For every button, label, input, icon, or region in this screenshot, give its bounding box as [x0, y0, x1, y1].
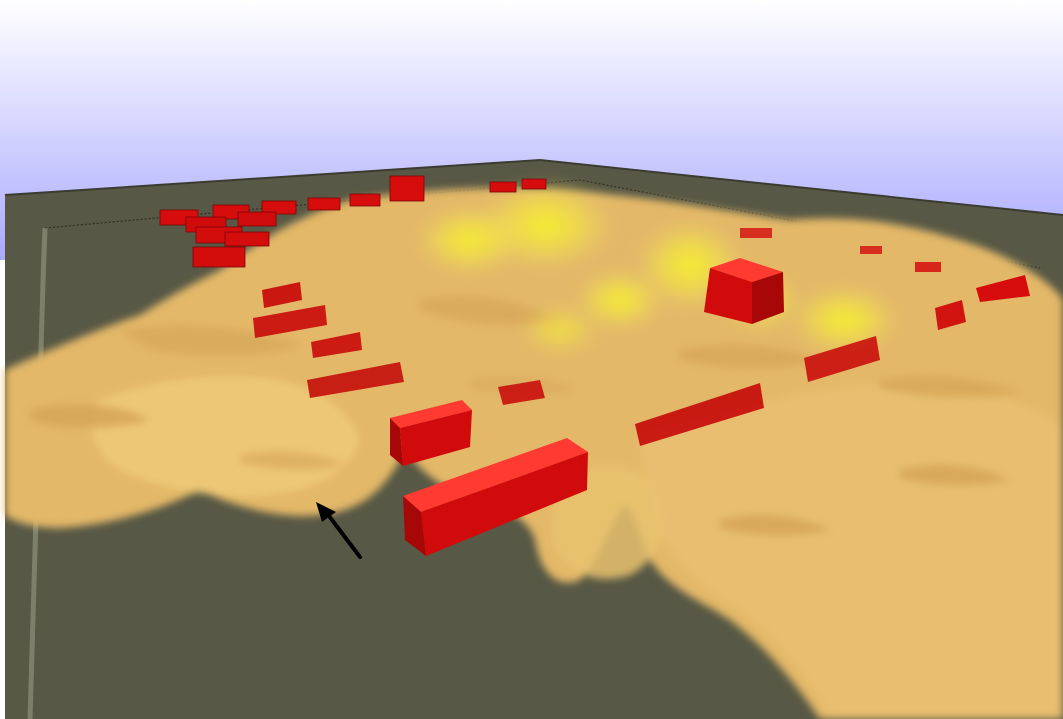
building-side [400, 410, 472, 466]
building [804, 336, 880, 382]
building [740, 228, 772, 238]
building [521, 178, 547, 190]
building [489, 181, 517, 193]
ground-edge-line [539, 159, 1063, 216]
building [349, 193, 381, 207]
building [253, 305, 327, 338]
building [860, 246, 882, 254]
building [389, 175, 425, 202]
building [976, 275, 1030, 302]
building [261, 200, 297, 215]
building-top [390, 400, 472, 428]
buildings-far [159, 175, 941, 272]
building [307, 362, 404, 398]
building [307, 197, 341, 211]
building [915, 262, 941, 272]
building [935, 300, 966, 330]
buildings-mid [253, 275, 1030, 446]
plume-hot-regions [415, 180, 900, 355]
plume-ridges [30, 296, 1020, 536]
building-front [752, 272, 784, 324]
arrow-icon [316, 502, 362, 559]
building [311, 332, 362, 358]
building [498, 380, 545, 405]
building [635, 383, 764, 446]
building [192, 246, 246, 268]
building-front [390, 418, 403, 466]
building [224, 231, 270, 247]
building [237, 211, 277, 227]
ground-edge-line [4, 159, 541, 196]
building-top [403, 438, 588, 512]
building [262, 282, 302, 308]
building-top [710, 258, 783, 282]
buildings-near [390, 258, 784, 556]
building-front [403, 496, 426, 556]
building-side [421, 452, 588, 556]
building-side [704, 268, 752, 324]
